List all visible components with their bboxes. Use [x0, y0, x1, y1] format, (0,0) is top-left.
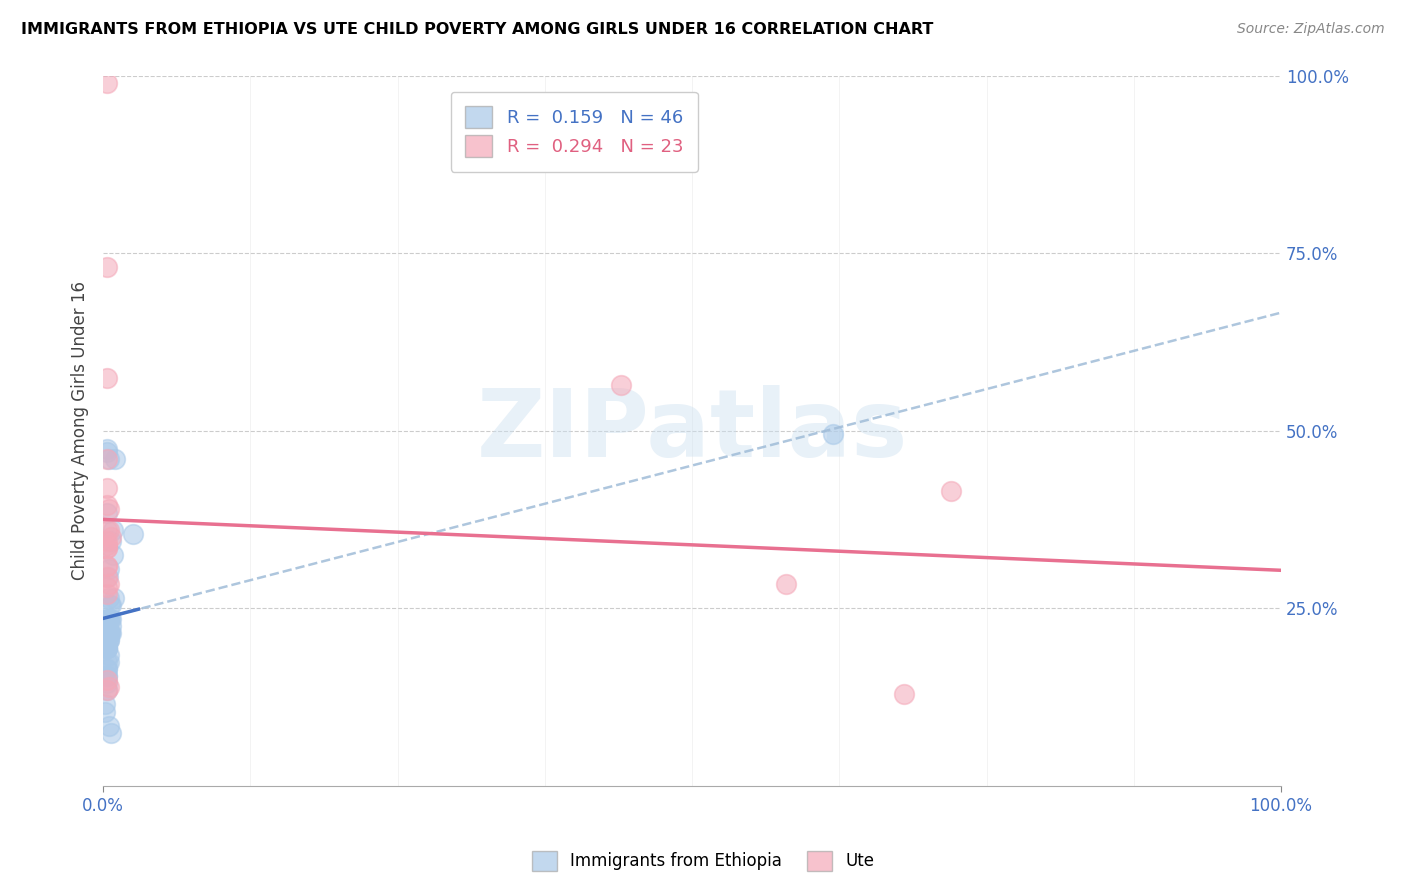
Point: [96, 569, 118, 583]
Text: IMMIGRANTS FROM ETHIOPIA VS UTE CHILD POVERTY AMONG GIRLS UNDER 16 CORRELATION C: IMMIGRANTS FROM ETHIOPIA VS UTE CHILD PO…: [21, 22, 934, 37]
Point: [96, 673, 118, 687]
Point: [121, 527, 143, 541]
Point: [98, 576, 121, 591]
Point: [101, 548, 124, 562]
Point: [96, 662, 118, 676]
Text: Source: ZipAtlas.com: Source: ZipAtlas.com: [1237, 22, 1385, 37]
Point: [96, 683, 118, 698]
Point: [96, 481, 118, 495]
Point: [98, 655, 121, 669]
Point: [98, 612, 121, 626]
Point: [96, 587, 118, 601]
Point: [100, 533, 122, 548]
Point: [98, 626, 121, 640]
Point: [96, 260, 118, 275]
Point: [96, 640, 118, 655]
Point: [941, 484, 963, 499]
Point: [96, 452, 118, 467]
Point: [893, 687, 915, 701]
Legend: R =  0.159   N = 46, R =  0.294   N = 23: R = 0.159 N = 46, R = 0.294 N = 23: [451, 92, 697, 172]
Point: [775, 576, 797, 591]
Point: [96, 537, 118, 551]
Point: [97, 569, 120, 583]
Text: ZIPatlas: ZIPatlas: [477, 384, 908, 477]
Point: [98, 612, 121, 626]
Point: [96, 558, 118, 573]
Point: [96, 669, 118, 683]
Point: [98, 648, 121, 662]
Point: [96, 640, 118, 655]
Point: [96, 558, 118, 573]
Point: [96, 669, 118, 683]
Point: [100, 726, 122, 740]
Point: [96, 524, 118, 538]
Point: [100, 626, 122, 640]
Point: [96, 445, 118, 459]
Point: [96, 662, 118, 676]
Point: [96, 541, 118, 555]
Point: [98, 591, 121, 605]
Point: [100, 598, 122, 612]
Point: [98, 452, 121, 467]
Point: [96, 676, 118, 690]
Point: [98, 626, 121, 640]
Point: [96, 580, 118, 594]
Point: [98, 598, 121, 612]
Point: [96, 76, 118, 90]
Point: [104, 452, 127, 467]
Point: [101, 524, 124, 538]
Point: [94, 705, 117, 719]
Point: [96, 506, 118, 520]
Point: [610, 377, 633, 392]
Point: [100, 612, 122, 626]
Point: [98, 719, 121, 733]
Point: [97, 612, 120, 626]
Point: [97, 633, 120, 648]
Point: [103, 591, 125, 605]
Point: [96, 533, 118, 548]
Point: [98, 626, 121, 640]
Point: [96, 499, 118, 513]
Point: [94, 698, 117, 712]
Point: [96, 442, 118, 456]
Point: [98, 562, 121, 576]
Point: [96, 640, 118, 655]
Point: [96, 370, 118, 384]
Point: [823, 427, 845, 442]
Point: [96, 640, 118, 655]
Point: [98, 502, 121, 516]
Point: [98, 680, 121, 694]
Point: [96, 683, 118, 698]
Point: [96, 655, 118, 669]
Point: [98, 633, 121, 648]
Point: [98, 626, 121, 640]
Point: [100, 619, 122, 633]
Legend: Immigrants from Ethiopia, Ute: Immigrants from Ethiopia, Ute: [523, 842, 883, 880]
Point: [98, 524, 121, 538]
Point: [100, 530, 122, 544]
Point: [96, 619, 118, 633]
Y-axis label: Child Poverty Among Girls Under 16: Child Poverty Among Girls Under 16: [72, 281, 89, 581]
Point: [98, 633, 121, 648]
Point: [96, 541, 118, 555]
